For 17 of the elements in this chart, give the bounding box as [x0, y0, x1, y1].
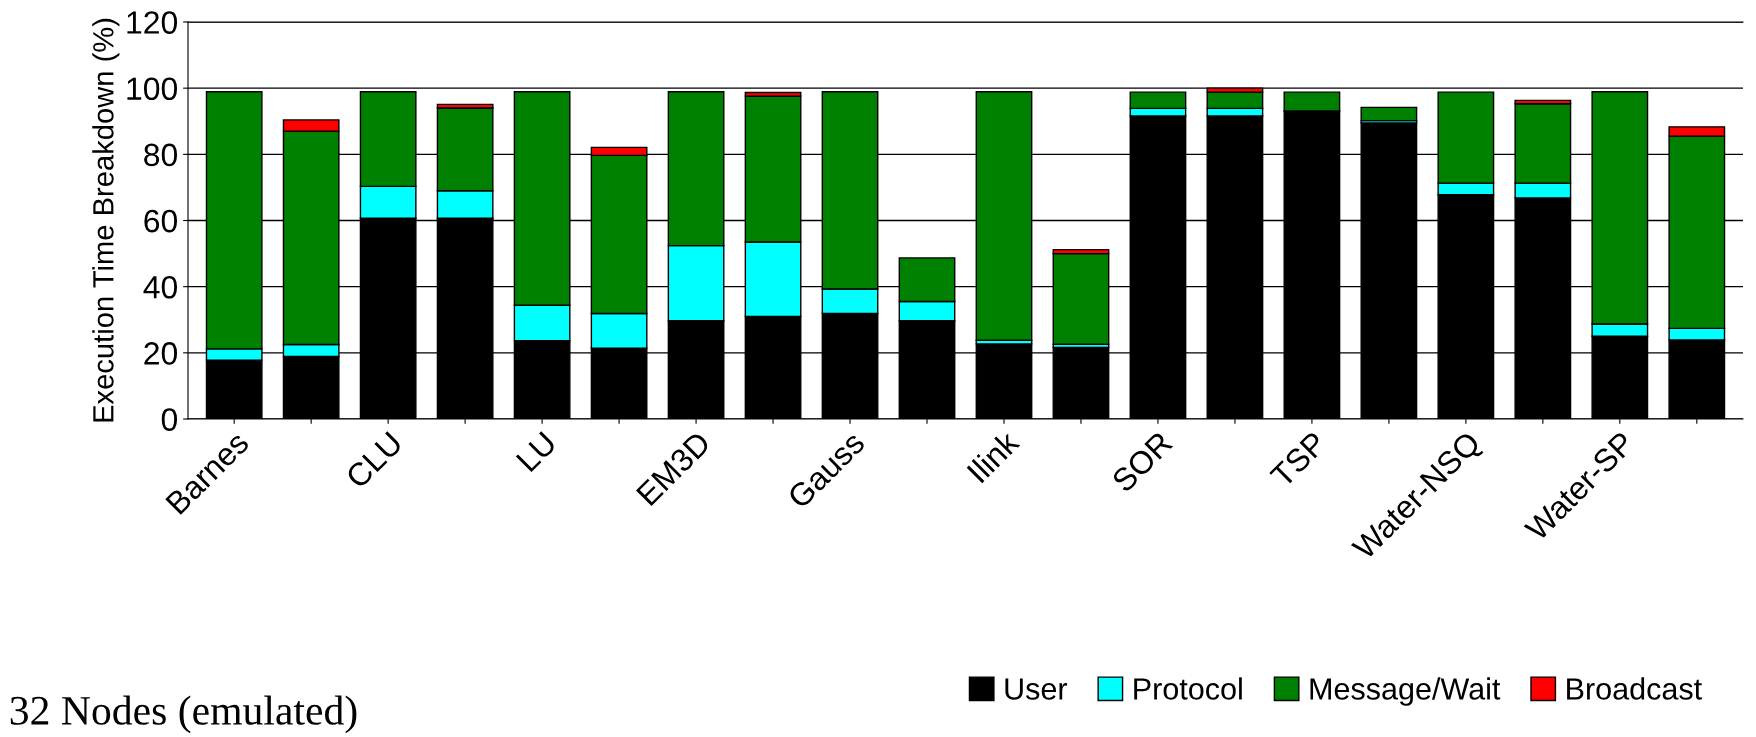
bar	[1360, 106, 1418, 122]
text: 32 Nodes (emulated)	[10, 695, 357, 734]
y-axis-title: Execution Time Breakdown (%)	[92, 18, 120, 422]
legend-label: User	[1005, 678, 1068, 700]
y-tick-label: 20	[144, 342, 178, 365]
y-tick-label: 100	[127, 77, 178, 101]
legend-label: Broadcast	[1567, 677, 1702, 700]
x-tick-label: TSP	[1269, 430, 1328, 489]
x-tick-label: Ilink	[965, 428, 1021, 484]
y-tick-label: 60	[144, 209, 178, 233]
y-tick-label: 40	[143, 275, 178, 299]
y-tick-label: 80	[144, 143, 178, 167]
x-tick-label: LU	[515, 431, 557, 473]
y-tick-label: 120	[127, 11, 178, 34]
y-tick-label: 0	[161, 408, 178, 431]
legend-label: Protocol	[1134, 677, 1242, 700]
legend-label: Message/Wait	[1310, 677, 1501, 706]
